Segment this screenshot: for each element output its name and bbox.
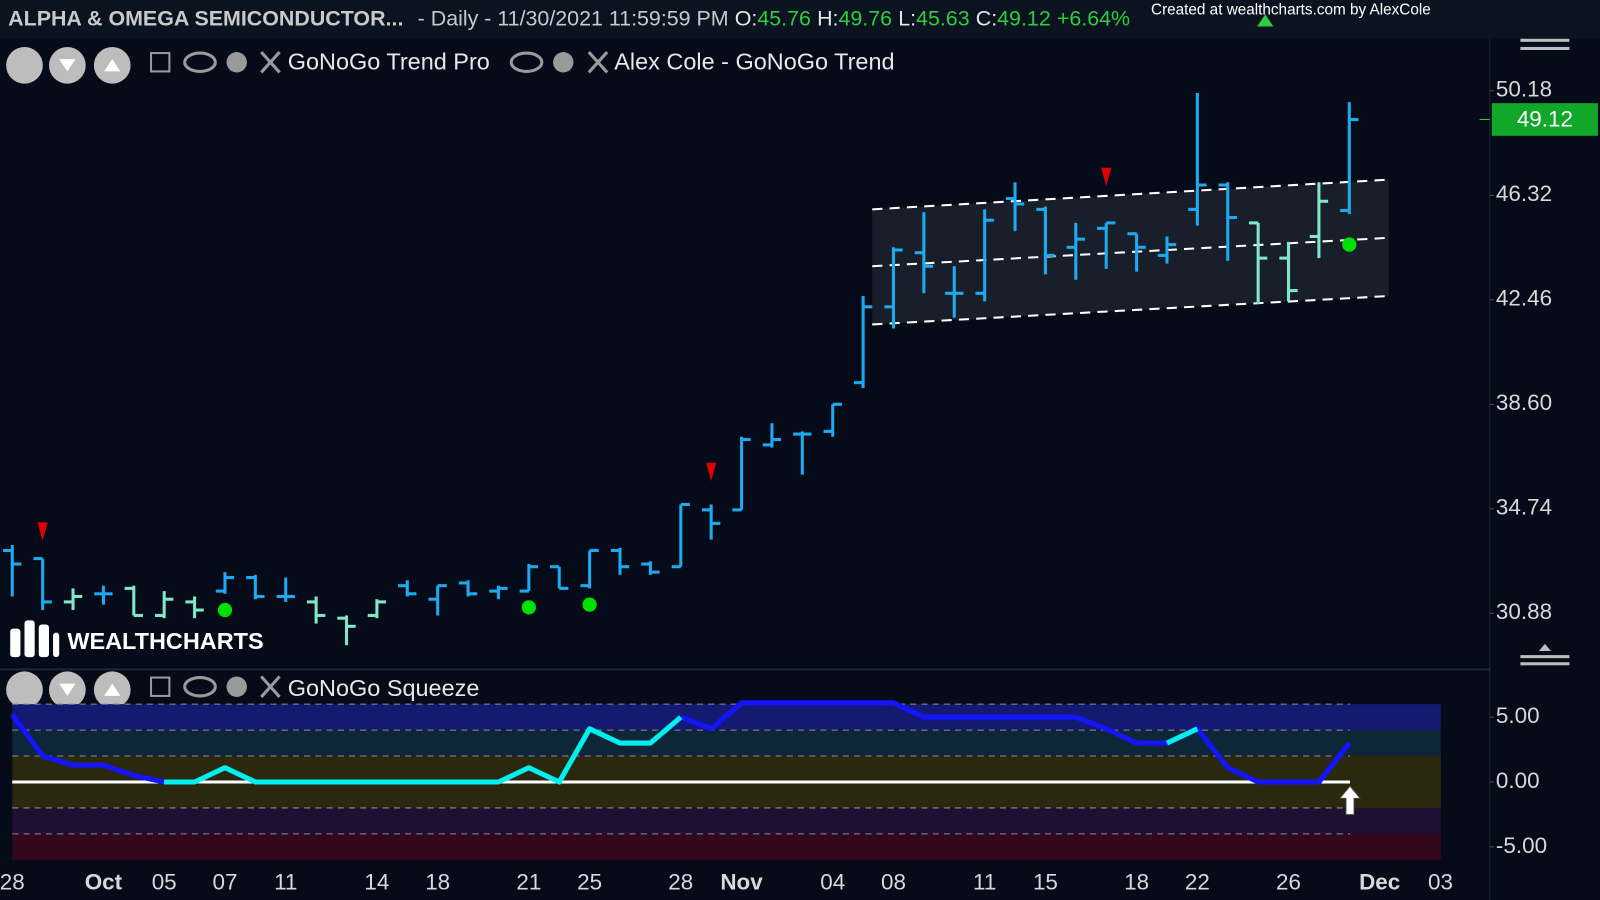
header: ALPHA & OMEGA SEMICONDUCTOR... - Daily - … (8, 6, 1130, 30)
price-label: 49.12 (1517, 106, 1573, 131)
expand-button[interactable] (6, 671, 43, 709)
low-label: L: (898, 6, 916, 30)
y-tick-label: 0.00 (1496, 768, 1540, 793)
x-tick-label: 14 (364, 870, 389, 895)
hidden-eye-icon[interactable] (509, 51, 544, 73)
y-tick-label: 46.32 (1496, 181, 1552, 206)
menu-line (1520, 662, 1570, 666)
close-icon[interactable] (587, 51, 609, 74)
open-value: 45.76 (757, 6, 811, 30)
x-tick-label: 08 (881, 870, 906, 895)
go-dot (1342, 237, 1357, 252)
toolbar (6, 46, 609, 84)
indicator-label: GoNoGo Squeeze (288, 675, 480, 701)
plot: 50.18 46.32 42.46 38.60 34.74 30.88 49.12 28 Oct… (0, 77, 1598, 895)
go-dot (217, 602, 233, 618)
logo-bar (53, 632, 60, 658)
logo-bar (10, 628, 21, 658)
logo-bar (38, 624, 49, 658)
x-tick-label: 11 (274, 870, 297, 895)
gear-icon[interactable] (226, 52, 247, 73)
change: +6.64% (1057, 6, 1130, 30)
y-tick-label: -5.00 (1496, 833, 1547, 858)
close-value: 49.12 (997, 6, 1051, 30)
open-label: O: (735, 6, 758, 30)
squeeze-band (12, 807, 1441, 834)
go-dot (582, 597, 597, 612)
symbol: ALPHA & OMEGA SEMICONDUCTOR... (8, 6, 403, 30)
x-tick-label: 28 (0, 870, 25, 895)
up-icon (1257, 14, 1274, 27)
high-value: 49.76 (838, 6, 892, 30)
x-tick-label: 03 (1428, 870, 1453, 895)
indicator-label: Alex Cole - GoNoGo Trend (614, 48, 894, 74)
header-bar (0, 0, 1600, 39)
y-tick-label: 5.00 (1496, 703, 1540, 728)
x-tick-label: 26 (1276, 870, 1301, 895)
menu-line (1520, 46, 1570, 50)
expand-button[interactable] (6, 46, 43, 84)
x-tick-label: 25 (577, 870, 602, 895)
x-tick-label: 11 (973, 870, 996, 895)
indicator-label: GoNoGo Trend Pro (288, 48, 490, 74)
squeeze-band (12, 730, 1441, 757)
logo: WEALTHCHARTS (10, 620, 264, 658)
y-tick-label: 38.60 (1496, 390, 1552, 415)
x-tick-label: 05 (152, 870, 177, 895)
price-box (1491, 103, 1598, 136)
x-tick-label: 21 (516, 870, 541, 895)
x-tick-label: 04 (820, 870, 845, 895)
y-tick-label: 42.46 (1496, 286, 1552, 311)
up-icon (104, 683, 121, 696)
gear-icon[interactable] (226, 676, 247, 697)
logo-bar (24, 620, 35, 658)
x-tick-label: 22 (1185, 870, 1210, 895)
y-tick-label: 30.88 (1496, 599, 1552, 624)
x-tick-label: Oct (85, 870, 123, 895)
high-label: H: (817, 6, 838, 30)
collapse-icon[interactable] (150, 52, 171, 73)
close-icon[interactable] (260, 51, 281, 74)
x-tick-label: 15 (1033, 870, 1058, 895)
low-value: 45.63 (916, 6, 970, 30)
signal-triangle (37, 522, 48, 541)
y-tick-label: 34.74 (1496, 495, 1552, 520)
y-tick-label: 50.18 (1496, 77, 1552, 102)
menu-line (1520, 38, 1570, 42)
menu-arrow (1538, 643, 1552, 652)
down-icon (59, 59, 76, 72)
x-tick-label: 07 (212, 870, 237, 895)
up-icon (104, 59, 121, 72)
squeeze-arrow (1338, 785, 1362, 816)
credit: Created at wealthcharts.com by AlexCole (1151, 1, 1431, 18)
squeeze-line (10, 700, 1352, 785)
toolbar (6, 671, 281, 709)
x-tick-label: 18 (425, 870, 450, 895)
signal-triangle (1101, 167, 1112, 187)
close-icon[interactable] (260, 675, 281, 698)
x-tick-label: Dec (1359, 870, 1400, 895)
eye-icon[interactable] (183, 676, 217, 698)
period: - Daily - 11/30/2021 11:59:59 PM (418, 6, 729, 30)
x-tick-label: 28 (668, 870, 693, 895)
x-tick-label: Nov (720, 870, 763, 895)
eye-icon[interactable] (183, 51, 217, 73)
squeeze-line (164, 715, 1199, 785)
down-icon (59, 683, 76, 696)
go-dot (521, 600, 536, 615)
scale-menu[interactable] (1520, 38, 1570, 666)
gear-icon[interactable] (553, 52, 574, 73)
squeeze-band (12, 833, 1441, 860)
menu-line (1520, 655, 1570, 659)
signal-triangle (706, 462, 717, 482)
close-label: C: (976, 6, 997, 30)
logo-text: WEALTHCHARTS (67, 628, 263, 654)
collapse-icon[interactable] (150, 676, 171, 697)
x-tick-label: 18 (1124, 870, 1149, 895)
